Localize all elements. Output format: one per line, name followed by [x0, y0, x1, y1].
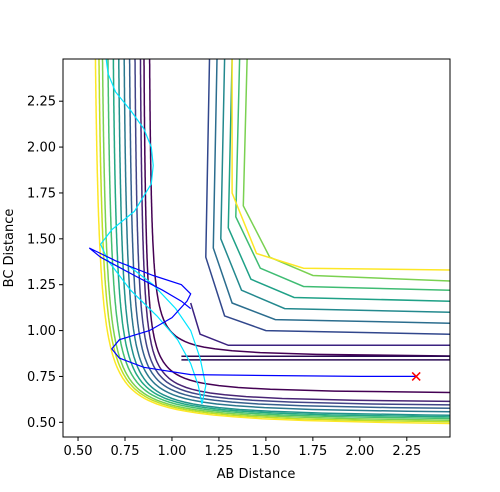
- y-axis-ticks: 0.50 0.75 1.00 1.25 1.50 1.75 2.00 2.25: [27, 95, 63, 431]
- y-tick-label: 1.00: [27, 324, 56, 339]
- x-tick-label: 1.75: [298, 444, 327, 459]
- inner-contour-4: [212, 59, 450, 324]
- x-tick-label: 2.25: [392, 444, 421, 459]
- contour-level-1: [148, 59, 450, 357]
- contour-level-5: [128, 59, 450, 410]
- contour-level-2: [143, 59, 450, 394]
- y-tick-label: 0.50: [27, 416, 56, 431]
- contour-level-12: [94, 59, 450, 425]
- trajectories: [88, 59, 417, 405]
- inner-contour-1: [181, 355, 450, 361]
- trajectory-cyan: [99, 59, 207, 405]
- x-tick-label: 0.75: [111, 444, 140, 459]
- contour-level-10: [101, 59, 450, 421]
- inner-contour-3: [205, 59, 450, 335]
- y-tick-label: 1.50: [27, 232, 56, 247]
- inner-contour-6: [227, 59, 450, 302]
- x-tick-label: 0.50: [64, 444, 93, 459]
- y-tick-label: 2.00: [27, 141, 56, 156]
- x-tick-label: 1.25: [204, 444, 233, 459]
- contour-level-8: [112, 59, 450, 418]
- y-tick-label: 1.75: [27, 186, 56, 201]
- marker-layer: [411, 371, 421, 381]
- plot-frame: [62, 58, 451, 438]
- contour-level-7: [118, 59, 450, 416]
- y-axis-label: BC Distance: [2, 209, 17, 288]
- contour-level-9: [107, 59, 450, 420]
- inner-contour-5: [220, 59, 450, 313]
- inner-contour-7: [235, 59, 450, 291]
- trajectory-blue: [88, 247, 417, 377]
- x-axis-ticks: 0.50 0.75 1.00 1.25 1.50 1.75 2.00 2.25: [64, 437, 421, 459]
- inner-contour-9: [231, 59, 450, 271]
- y-tick-label: 0.75: [27, 370, 56, 385]
- x-tick-label: 1.50: [251, 444, 280, 459]
- contour-level-6: [123, 59, 450, 413]
- start-marker: [411, 371, 421, 381]
- plot-area: [63, 59, 450, 437]
- x-axis-label: AB Distance: [217, 467, 296, 482]
- inner-contour-2: [189, 302, 450, 347]
- x-tick-label: 1.00: [157, 444, 186, 459]
- y-tick-label: 2.25: [27, 95, 56, 110]
- contour-level-3: [139, 59, 450, 403]
- x-tick-label: 2.00: [345, 444, 374, 459]
- y-tick-label: 1.25: [27, 278, 56, 293]
